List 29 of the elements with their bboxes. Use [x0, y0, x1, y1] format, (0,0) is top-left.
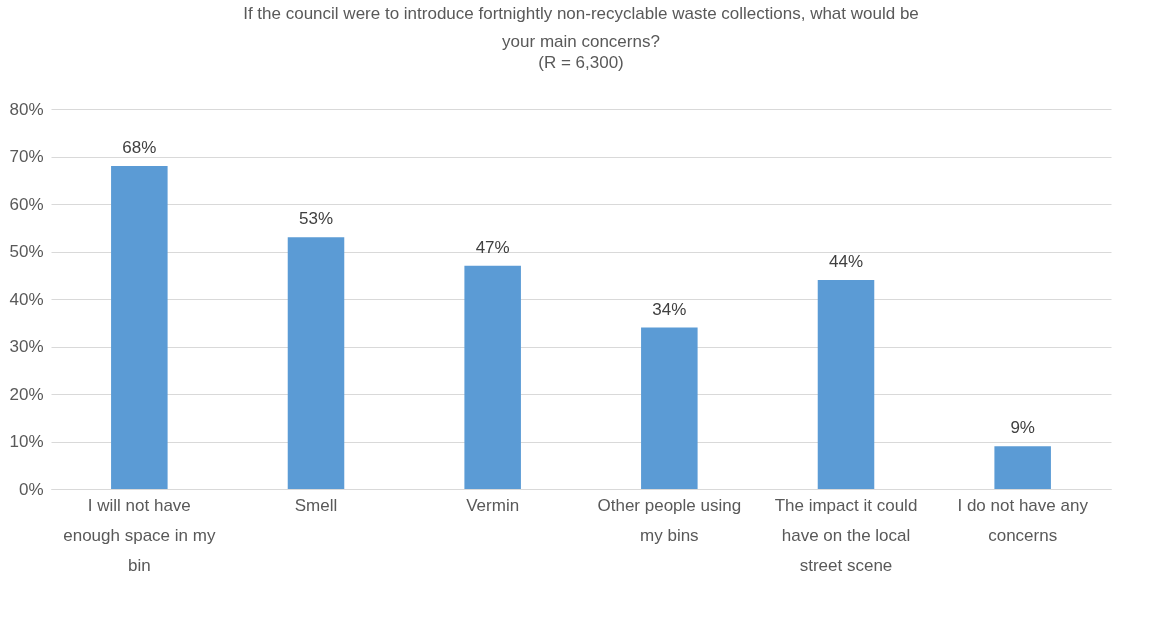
- y-tick-label: 50%: [9, 242, 44, 261]
- data-label: 47%: [475, 237, 510, 257]
- y-tick-label: 0%: [18, 479, 44, 499]
- bar: [817, 280, 875, 489]
- x-tick-label: I will not have enough space in my bin: [63, 495, 216, 575]
- y-tick-label: 80%: [9, 99, 44, 119]
- chart-subtitle: (R = 6,300): [538, 53, 624, 72]
- y-tick-label: 30%: [9, 337, 44, 356]
- data-label: 53%: [298, 209, 334, 229]
- bar: [287, 237, 345, 489]
- x-tick-label: Vermin: [466, 495, 520, 515]
- data-label: 44%: [828, 252, 864, 271]
- data-label: 68%: [122, 138, 157, 157]
- bar: [641, 327, 698, 489]
- bar: [994, 446, 1051, 489]
- x-tick-label: The impact it could have on the local street scene: [774, 495, 918, 575]
- y-tick-label: 40%: [9, 289, 44, 309]
- data-label: 34%: [652, 299, 687, 319]
- bar: [464, 265, 521, 489]
- y-tick-label: 10%: [9, 432, 44, 451]
- x-tick-label: Smell: [294, 495, 338, 515]
- y-tick-label: 70%: [9, 147, 44, 166]
- y-tick-label: 60%: [9, 194, 44, 214]
- chart-title: If the council were to introduce fortnightly non-recyclable waste collections, what would be your main concerns?: [243, 4, 919, 51]
- bar: [111, 166, 168, 489]
- data-label: 9%: [1010, 418, 1035, 438]
- x-tick-label: Other people using my bins: [597, 495, 742, 545]
- y-tick-label: 20%: [9, 384, 44, 404]
- x-tick-label: I do not have any concerns: [957, 495, 1089, 545]
